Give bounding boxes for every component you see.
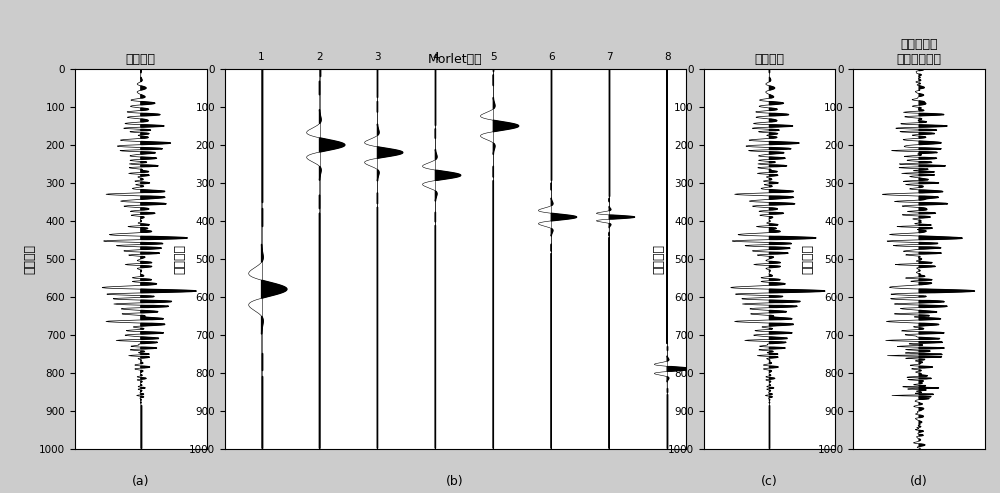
Y-axis label: 采样点数: 采样点数 [173, 244, 186, 274]
Title: Morlet子波: Morlet子波 [428, 53, 482, 67]
Text: 6: 6 [548, 52, 555, 62]
Text: 1: 1 [258, 52, 265, 62]
Text: 2: 2 [316, 52, 323, 62]
Text: 5: 5 [490, 52, 497, 62]
Y-axis label: 采样点数: 采样点数 [802, 244, 815, 274]
Title: 自适应谱白
化后重构信号: 自适应谱白 化后重构信号 [897, 38, 942, 67]
Text: (b): (b) [446, 475, 464, 488]
Title: 重构信号: 重构信号 [754, 53, 784, 67]
Y-axis label: 采样点数: 采样点数 [23, 244, 36, 274]
Text: (a): (a) [132, 475, 150, 488]
Title: 原始信号: 原始信号 [126, 53, 156, 67]
Text: (d): (d) [910, 475, 928, 488]
Text: (c): (c) [761, 475, 778, 488]
Text: 3: 3 [374, 52, 381, 62]
Text: 4: 4 [432, 52, 439, 62]
Y-axis label: 采样点数: 采样点数 [652, 244, 665, 274]
Text: 7: 7 [606, 52, 613, 62]
Text: 8: 8 [664, 52, 670, 62]
